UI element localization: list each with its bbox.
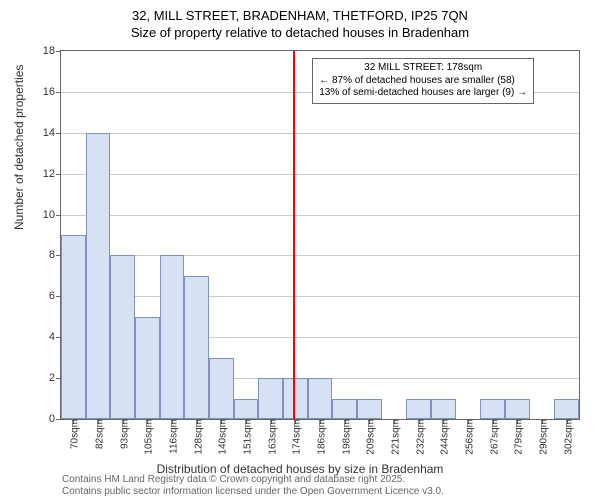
y-tick-label: 10 xyxy=(43,209,61,221)
x-tick-label: 279sqm xyxy=(510,419,525,455)
histogram-bar xyxy=(258,378,283,419)
histogram-bar xyxy=(332,399,357,419)
x-tick-label: 256sqm xyxy=(461,419,476,455)
histogram-bar xyxy=(110,255,135,419)
x-tick-label: 244sqm xyxy=(436,419,451,455)
x-tick-label: 93sqm xyxy=(115,419,130,449)
histogram-bar xyxy=(480,399,505,419)
y-axis-label: Number of detached properties xyxy=(12,65,26,230)
x-tick-label: 151sqm xyxy=(239,419,254,455)
histogram-bar xyxy=(135,317,160,419)
y-tick-label: 2 xyxy=(49,372,61,384)
y-tick-label: 6 xyxy=(49,290,61,302)
x-tick-label: 174sqm xyxy=(288,419,303,455)
y-tick-label: 12 xyxy=(43,168,61,180)
histogram-bar xyxy=(209,358,234,419)
histogram-bar xyxy=(357,399,382,419)
x-tick-label: 82sqm xyxy=(91,419,106,449)
annotation-box: 32 MILL STREET: 178sqm← 87% of detached … xyxy=(312,58,534,104)
x-tick-label: 70sqm xyxy=(66,419,81,449)
footer-line1: Contains HM Land Registry data © Crown c… xyxy=(62,474,444,486)
x-tick-label: 221sqm xyxy=(387,419,402,455)
x-tick-label: 290sqm xyxy=(535,419,550,455)
x-tick-label: 232sqm xyxy=(411,419,426,455)
histogram-bar xyxy=(61,235,86,419)
x-tick-label: 302sqm xyxy=(559,419,574,455)
y-tick-label: 16 xyxy=(43,86,61,98)
histogram-bar xyxy=(234,399,259,419)
footer-attribution: Contains HM Land Registry data © Crown c… xyxy=(62,474,444,498)
x-tick-label: 209sqm xyxy=(362,419,377,455)
x-tick-label: 186sqm xyxy=(313,419,328,455)
histogram-bar xyxy=(505,399,530,419)
x-tick-label: 267sqm xyxy=(485,419,500,455)
histogram-bar xyxy=(406,399,431,419)
histogram-bar xyxy=(86,133,111,419)
chart-title: 32, MILL STREET, BRADENHAM, THETFORD, IP… xyxy=(0,0,600,42)
reference-line xyxy=(293,51,295,419)
y-tick-label: 8 xyxy=(49,249,61,261)
histogram-bar xyxy=(283,378,308,419)
histogram-bar xyxy=(184,276,209,419)
x-tick-label: 128sqm xyxy=(189,419,204,455)
y-tick-label: 0 xyxy=(49,413,61,425)
y-tick-label: 14 xyxy=(43,127,61,139)
histogram-bar xyxy=(431,399,456,419)
x-tick-label: 116sqm xyxy=(165,419,180,454)
footer-line2: Contains public sector information licen… xyxy=(62,486,444,498)
x-tick-label: 198sqm xyxy=(337,419,352,455)
histogram-bar xyxy=(308,378,333,419)
chart-plot-area: 02468101214161870sqm82sqm93sqm105sqm116s… xyxy=(60,50,580,420)
x-tick-label: 140sqm xyxy=(214,419,229,455)
x-tick-label: 163sqm xyxy=(263,419,278,455)
title-line1: 32, MILL STREET, BRADENHAM, THETFORD, IP… xyxy=(0,8,600,25)
title-line2: Size of property relative to detached ho… xyxy=(0,25,600,42)
y-tick-label: 18 xyxy=(43,45,61,57)
histogram-bar xyxy=(160,255,185,419)
x-tick-label: 105sqm xyxy=(140,419,155,455)
y-tick-label: 4 xyxy=(49,331,61,343)
histogram-bar xyxy=(554,399,579,419)
